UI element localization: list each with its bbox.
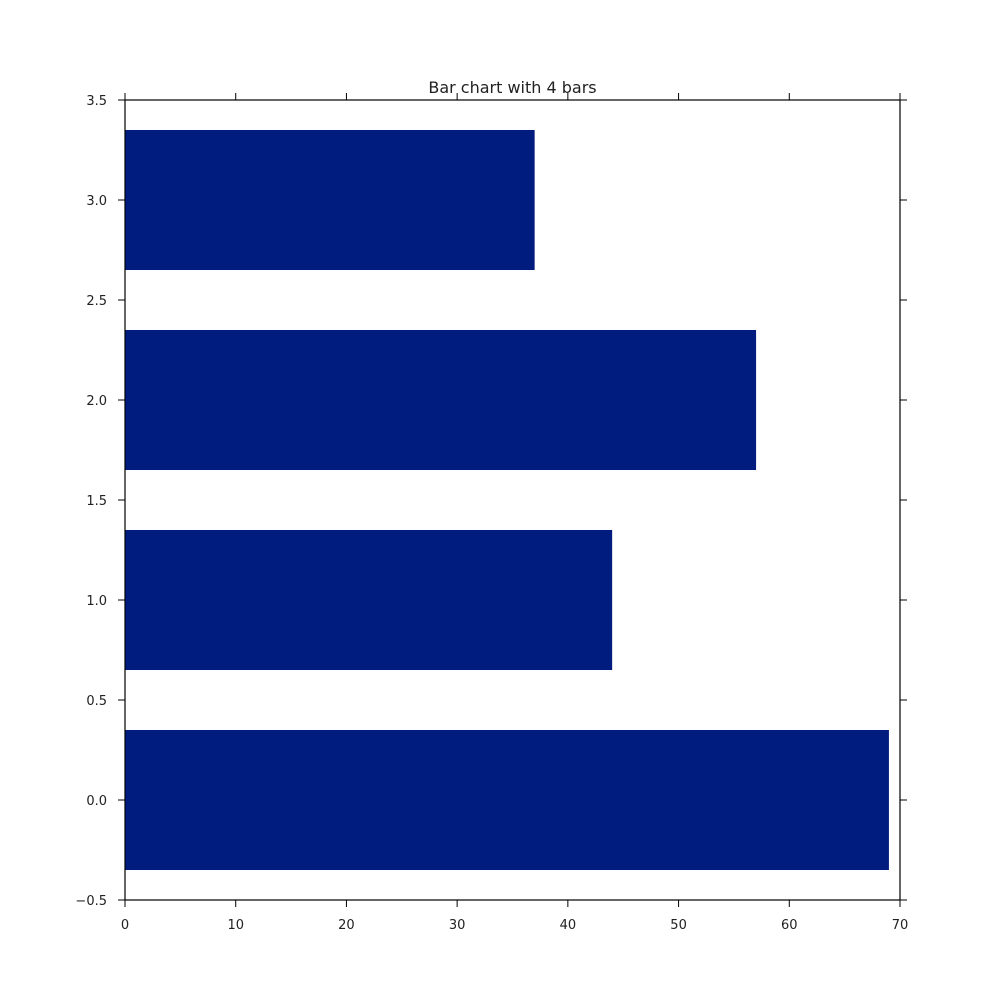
bar-1 <box>125 530 613 670</box>
y-tick-label: 2.0 <box>86 394 107 409</box>
y-tick-label: 2.5 <box>86 294 107 309</box>
y-tick-label: 3.5 <box>86 94 107 109</box>
y-tick-label: 0.5 <box>86 694 107 709</box>
x-tick-label: 40 <box>560 918 577 933</box>
y-tick-label: 1.0 <box>86 594 107 609</box>
y-tick-label: 3.0 <box>86 194 107 209</box>
y-tick-label: 1.5 <box>86 494 107 509</box>
bar-0 <box>125 730 889 870</box>
y-tick-label: 0.0 <box>86 794 107 809</box>
x-tick-label: 30 <box>449 918 466 933</box>
x-tick-label: 0 <box>121 918 129 933</box>
bar-2 <box>125 330 757 470</box>
bars-group <box>125 130 889 870</box>
y-axis-ticks: −0.5 0.0 0.5 1.0 1.5 2.0 2.5 3.0 3.5 <box>75 94 907 909</box>
x-tick-label: 70 <box>892 918 909 933</box>
bar-3 <box>125 130 535 270</box>
x-tick-label: 50 <box>670 918 687 933</box>
x-tick-label: 20 <box>338 918 355 933</box>
x-tick-label: 60 <box>781 918 798 933</box>
x-tick-label: 10 <box>227 918 244 933</box>
x-axis-ticks: 0 10 20 30 40 50 60 70 <box>121 93 908 933</box>
chart-title: Bar chart with 4 bars <box>428 78 596 97</box>
plot-frame <box>124 99 901 901</box>
y-tick-label: −0.5 <box>75 894 107 909</box>
